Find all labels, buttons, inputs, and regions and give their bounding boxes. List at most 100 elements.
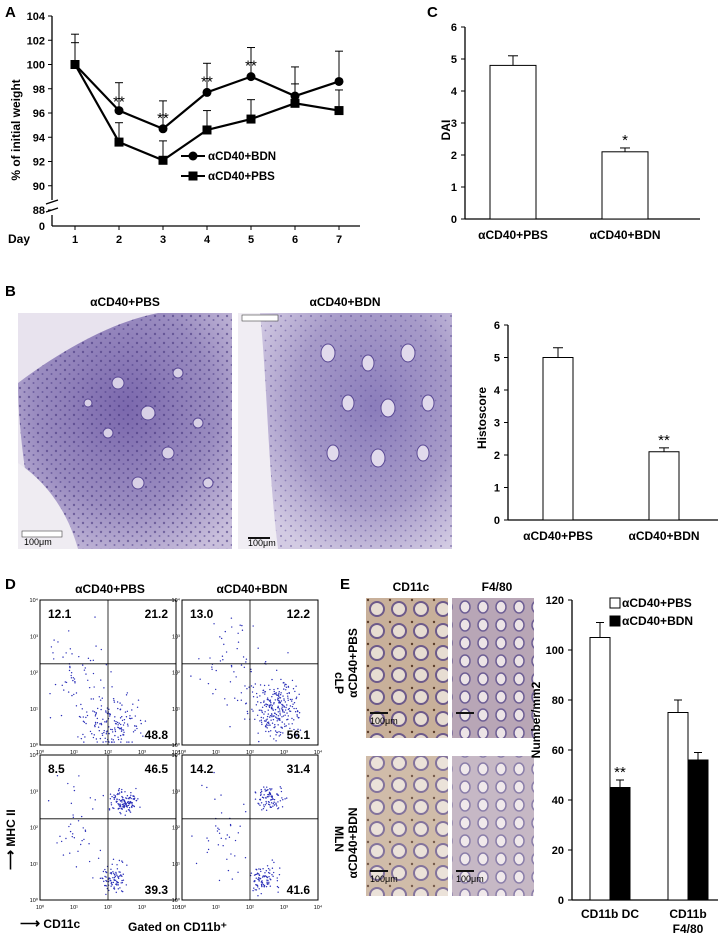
event-dot	[119, 804, 122, 807]
event-dot	[103, 880, 105, 883]
event-dot	[131, 804, 133, 806]
event-dot	[121, 803, 124, 806]
event-dot	[105, 664, 108, 666]
event-dot	[124, 814, 126, 816]
event-dot	[274, 699, 277, 701]
event-dot	[67, 691, 70, 693]
event-dot	[113, 879, 116, 882]
legend-label: αCD40+PBS	[622, 596, 692, 610]
event-dot	[255, 692, 258, 695]
event-dot	[278, 690, 280, 693]
event-dot	[287, 708, 290, 711]
legend-swatch	[609, 615, 621, 627]
event-dot	[96, 722, 99, 724]
event-dot	[120, 728, 122, 730]
event-dot	[101, 697, 103, 699]
event-dot	[110, 885, 112, 887]
significance-marker: **	[658, 432, 670, 449]
event-dot	[240, 699, 243, 701]
event-dot	[262, 797, 265, 799]
event-dot	[84, 667, 86, 669]
event-dot	[117, 792, 119, 795]
event-dot	[291, 717, 293, 720]
event-dot	[282, 695, 284, 697]
event-dot	[125, 694, 128, 696]
event-dot	[266, 727, 268, 729]
event-dot	[271, 874, 273, 876]
event-dot	[117, 726, 119, 729]
event-dot	[71, 835, 73, 838]
event-dot	[49, 717, 52, 719]
event-dot	[279, 867, 281, 869]
event-dot	[121, 881, 124, 884]
event-dot	[295, 697, 297, 700]
y-tick-label: 10⁴	[30, 597, 39, 604]
event-dot	[112, 807, 114, 809]
event-dot	[276, 877, 278, 879]
event-dot	[47, 800, 50, 802]
weight-line-chart: A % of initial weight Day 88909294969810…	[5, 4, 360, 246]
bar	[648, 451, 680, 521]
event-dot	[261, 796, 264, 799]
event-dot	[255, 869, 258, 871]
event-dot	[277, 694, 280, 696]
event-dot	[286, 797, 288, 799]
event-dot	[78, 775, 80, 777]
event-dot	[85, 722, 87, 725]
event-dot	[117, 707, 119, 710]
event-dot	[123, 718, 126, 721]
event-dot	[230, 666, 233, 668]
event-dot	[269, 688, 271, 691]
event-dot	[129, 715, 131, 717]
event-dot	[105, 885, 107, 887]
event-dot	[293, 707, 295, 710]
event-dot	[236, 699, 239, 702]
event-dot	[92, 698, 95, 700]
event-dot	[124, 791, 126, 793]
event-dot	[260, 719, 263, 721]
data-point	[202, 87, 212, 97]
event-dot	[267, 789, 269, 791]
event-dot	[120, 799, 123, 802]
event-dot	[295, 685, 297, 687]
flow-plot: 12.1 21.248.810⁰10⁰10¹10¹10²10²10³10³10⁴1…	[30, 597, 181, 756]
event-dot	[246, 688, 248, 690]
event-dot	[227, 869, 230, 872]
event-dot	[273, 798, 276, 801]
event-dot	[126, 723, 129, 725]
event-dot	[267, 709, 269, 711]
event-dot	[261, 882, 264, 884]
event-dot	[114, 729, 116, 731]
event-dot	[119, 800, 122, 802]
event-dot	[50, 646, 53, 648]
event-dot	[273, 688, 275, 691]
event-dot	[285, 683, 287, 686]
significance-marker: **	[113, 94, 125, 111]
y-axis-label: DAI	[439, 120, 453, 141]
event-dot	[260, 883, 263, 886]
y-tick-label: 10³	[30, 789, 38, 795]
event-dot	[137, 699, 140, 701]
event-dot	[103, 729, 105, 732]
event-dot	[259, 798, 262, 801]
event-dot	[128, 807, 131, 809]
event-dot	[121, 715, 123, 718]
event-dot	[292, 703, 294, 705]
y-tick-label: 100	[546, 645, 564, 657]
event-dot	[108, 732, 110, 735]
event-dot	[113, 794, 115, 796]
x-tick-label: CD11b DC	[581, 907, 639, 921]
event-dot	[284, 714, 286, 716]
event-dot	[128, 809, 130, 811]
event-dot	[69, 666, 71, 669]
y-tick-label: 98	[33, 84, 45, 96]
data-point	[290, 98, 300, 108]
y-axis-label: Histoscore	[475, 387, 489, 449]
event-dot	[230, 853, 232, 855]
event-dot	[230, 664, 233, 667]
event-dot	[139, 719, 142, 722]
event-dot	[269, 714, 272, 717]
event-dot	[122, 873, 124, 875]
event-dot	[269, 699, 272, 701]
legend-swatch	[609, 597, 621, 609]
